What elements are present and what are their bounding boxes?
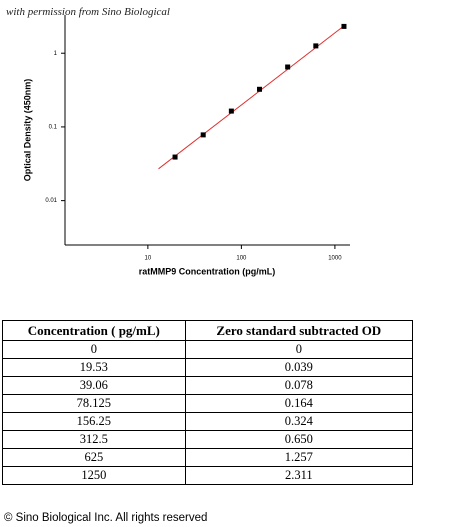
- table-cell: 2.311: [184, 466, 414, 485]
- table-row: 625 1.257: [2, 448, 414, 467]
- table-cell: 39.06: [2, 376, 186, 395]
- table-row: 39.06 0.078: [2, 376, 414, 395]
- chart: Optical Density (450nm) ratMMP9 Concentr…: [22, 15, 350, 276]
- table-cell: 0.078: [184, 376, 414, 395]
- table-row: 19.53 0.039: [2, 358, 414, 377]
- table-cell: 312.5: [2, 430, 186, 449]
- x-tick-label: 1000: [328, 256, 342, 262]
- table-cell: 0.039: [184, 358, 414, 377]
- x-tick-label: 100: [236, 256, 247, 262]
- table-cell: 19.53: [2, 358, 186, 377]
- y-tick-label: 0.01: [45, 198, 57, 204]
- column-header: Zero standard subtracted OD: [184, 320, 414, 341]
- table-cell: 0.164: [184, 394, 414, 413]
- table-cell: 0.324: [184, 412, 414, 431]
- column-header: Concentration ( pg/mL): [2, 320, 186, 341]
- data-point: [285, 64, 291, 70]
- table-cell: 78.125: [2, 394, 186, 413]
- table-cell: 1250: [2, 466, 186, 485]
- data-point: [172, 154, 178, 160]
- x-axis-label: ratMMP9 Concentration (pg/mL): [139, 266, 276, 276]
- table-cell: 0.650: [184, 430, 414, 449]
- header-text: with permission from Sino Biological: [6, 6, 170, 18]
- data-table: Concentration ( pg/mL) Zero standard subt…: [2, 320, 414, 485]
- table-row: 156.25 0.324: [2, 412, 414, 431]
- data-point: [200, 132, 206, 138]
- data-point: [228, 108, 234, 114]
- table-cell: 156.25: [2, 412, 186, 431]
- y-axis-label: Optical Density (450nm): [22, 79, 32, 182]
- table-cell: 0: [184, 340, 414, 359]
- data-point: [257, 86, 263, 92]
- y-tick-label: 0.1: [49, 124, 58, 130]
- y-tick-label: 1: [54, 51, 58, 57]
- table-cell: 625: [2, 448, 186, 467]
- table-row: 1250 2.311: [2, 466, 414, 485]
- table-cell: 1.257: [184, 448, 414, 467]
- fit-line: [158, 25, 345, 170]
- table-row: 78.125 0.164: [2, 394, 414, 413]
- table-row: 312.5 0.650: [2, 430, 414, 449]
- x-tick-label: 10: [145, 256, 152, 262]
- data-point: [341, 23, 347, 29]
- data-point: [313, 43, 319, 49]
- table-cell: 0: [2, 340, 186, 359]
- footer-text: © Sino Biological Inc. All rights reserv…: [4, 512, 208, 524]
